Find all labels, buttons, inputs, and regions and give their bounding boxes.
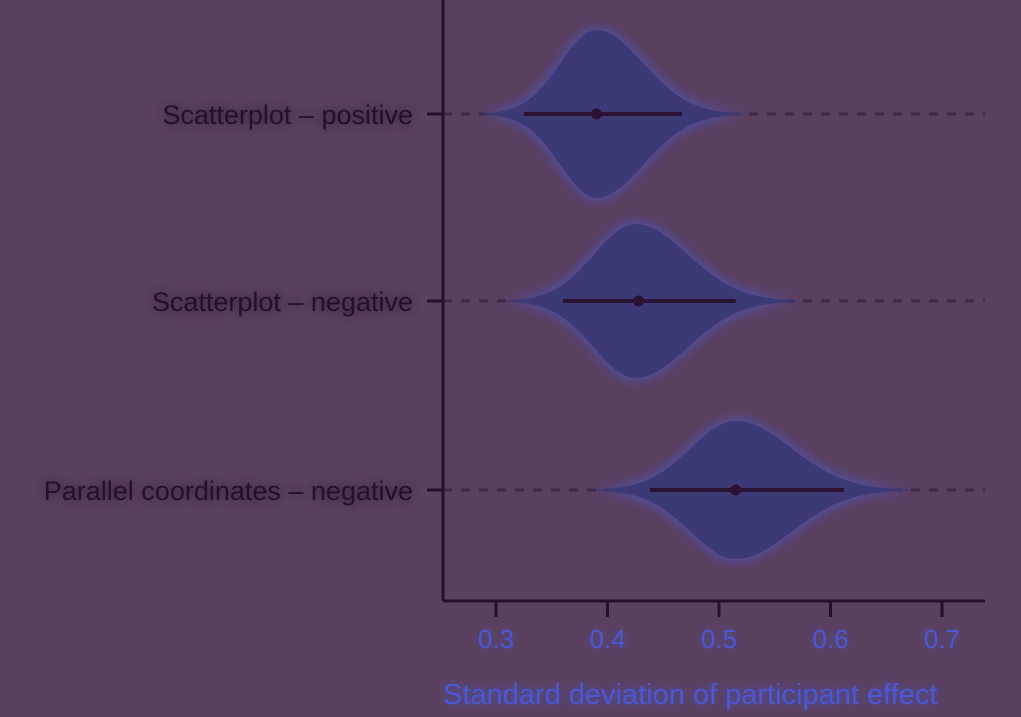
x-tick-label-glow: 0.5 xyxy=(701,624,737,654)
intervals xyxy=(523,108,844,496)
point-estimate xyxy=(590,108,602,120)
x-tick-label-glow: 0.6 xyxy=(812,624,848,654)
category-label: Parallel coordinates – negative xyxy=(44,476,413,506)
category-label-glow: Scatterplot – positive xyxy=(162,100,413,130)
point-estimate xyxy=(633,295,645,307)
category-label: Scatterplot – negative xyxy=(152,287,413,317)
point-estimate xyxy=(730,484,742,496)
x-tick-label-glow: 0.3 xyxy=(478,624,514,654)
x-tick-label: 0.3 xyxy=(478,624,514,654)
violins xyxy=(484,30,909,559)
x-tick-label-glow: 0.7 xyxy=(924,624,960,654)
category-label: Scatterplot – positive xyxy=(162,100,413,130)
x-axis-title-glow: Standard deviation of participant effect xyxy=(443,679,937,711)
x-tick-label: 0.7 xyxy=(924,624,960,654)
category-label-glow: Parallel coordinates – negative xyxy=(44,476,413,506)
category-label-glow: Scatterplot – negative xyxy=(152,287,413,317)
x-tick-label: 0.5 xyxy=(701,624,737,654)
axes xyxy=(427,0,985,617)
x-tick-label-glow: 0.4 xyxy=(589,624,625,654)
x-tick-label: 0.6 xyxy=(812,624,848,654)
x-tick-label: 0.4 xyxy=(589,624,625,654)
x-axis-title: Standard deviation of participant effect xyxy=(443,679,937,711)
